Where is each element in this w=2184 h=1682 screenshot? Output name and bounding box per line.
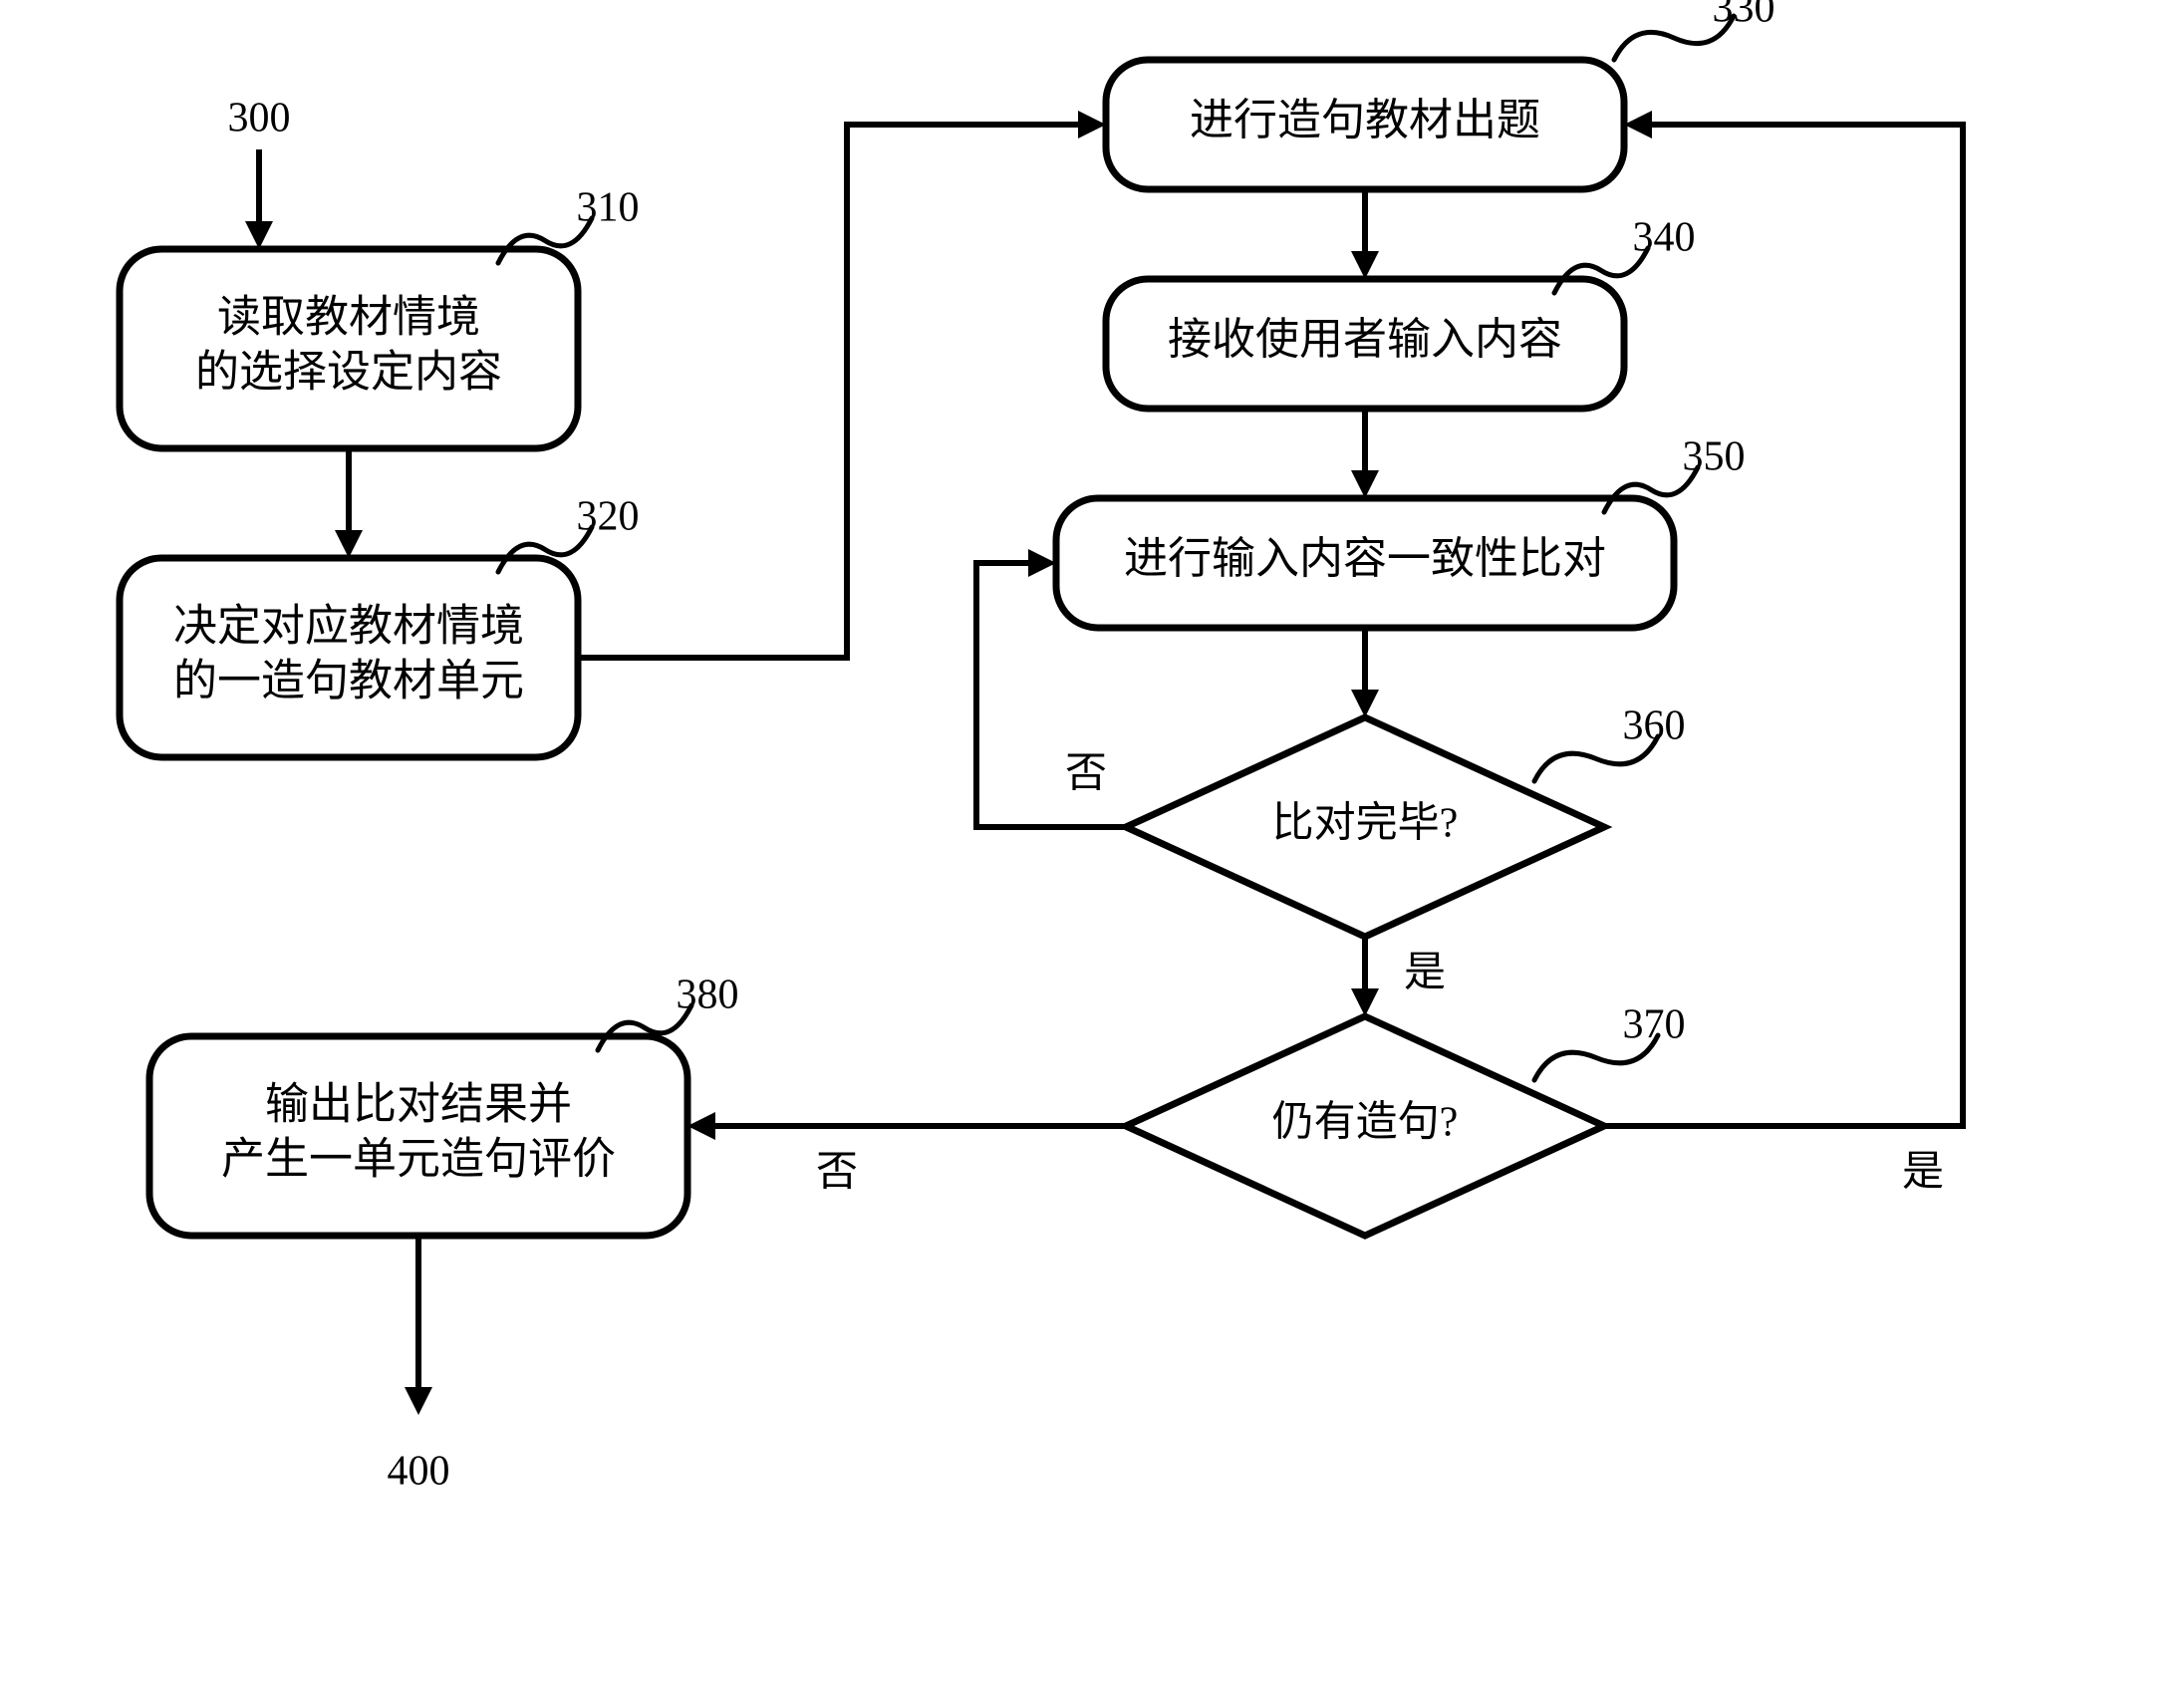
- flow-edge: [1604, 125, 1963, 1126]
- ref-label: 330: [1713, 0, 1775, 32]
- node-text: 读取教材情境: [217, 293, 480, 342]
- ref-label: 340: [1633, 215, 1696, 261]
- flow-edge: [578, 125, 1089, 658]
- arrow-head: [1078, 111, 1106, 139]
- arrow-head: [1351, 988, 1379, 1016]
- arrow-head: [405, 1387, 432, 1415]
- edge-label: 否: [1065, 751, 1107, 797]
- arrow-head: [1351, 690, 1379, 717]
- arrow-head: [245, 221, 273, 249]
- node-n310: 读取教材情境的选择设定内容 310: [120, 185, 640, 448]
- node-n360: 比对完毕?360: [1126, 703, 1686, 937]
- edge-label: 是: [1404, 951, 1446, 996]
- ref-label: 320: [577, 494, 640, 540]
- node-text: 仍有造句?: [1272, 1100, 1459, 1146]
- node-text: 输出比对结果并: [265, 1080, 572, 1129]
- ref-label: 350: [1683, 434, 1746, 480]
- node-text: 接收使用者输入内容: [1168, 315, 1562, 364]
- node-text: 产生一单元造句评价: [221, 1135, 616, 1184]
- node-text: 比对完毕?: [1272, 800, 1459, 847]
- node-text: 的选择设定内容: [195, 348, 502, 397]
- ref-label: 380: [677, 973, 739, 1018]
- terminal-end-label: 400: [388, 1449, 450, 1495]
- terminal-start-label: 300: [228, 96, 291, 141]
- arrow-head: [1624, 111, 1652, 139]
- node-n350: 进行输入内容一致性比对 350: [1056, 434, 1746, 628]
- ref-label: 310: [577, 185, 640, 231]
- arrow-head: [1351, 470, 1379, 498]
- node-n330: 进行造句教材出题 330: [1106, 0, 1775, 189]
- node-text: 进行输入内容一致性比对: [1124, 534, 1606, 583]
- arrow-head: [1028, 549, 1056, 577]
- node-n380: 输出比对结果并产生一单元造句评价 380: [149, 973, 739, 1236]
- node-n370: 仍有造句?370: [1126, 1002, 1686, 1236]
- node-n340: 接收使用者输入内容 340: [1106, 215, 1696, 409]
- edge-label: 是: [1902, 1150, 1944, 1196]
- node-text: 进行造句教材出题: [1190, 96, 1540, 144]
- arrow-head: [687, 1112, 715, 1140]
- node-n320: 决定对应教材情境的一造句教材单元 320: [120, 494, 640, 757]
- node-text: 决定对应教材情境: [173, 602, 524, 651]
- arrow-head: [335, 530, 363, 558]
- edge-label: 否: [816, 1150, 858, 1196]
- node-text: 的一造句教材单元: [173, 657, 524, 705]
- arrow-head: [1351, 251, 1379, 279]
